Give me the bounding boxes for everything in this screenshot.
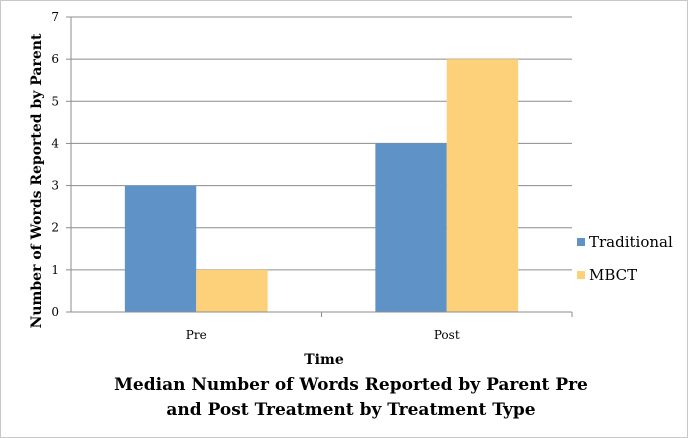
y-axis-title: Number of Words Reported by Parent: [29, 33, 45, 328]
bar-traditional-pre: [124, 185, 197, 312]
bar-mbct-post: [446, 59, 519, 313]
legend: Traditional MBCT: [577, 233, 673, 284]
y-tick-label: 3: [51, 179, 59, 193]
y-tick-label: 4: [51, 136, 59, 150]
y-tick-label: 0: [51, 305, 59, 319]
bar-mbct-pre: [196, 269, 268, 312]
x-tick-labels: Pre Post: [186, 328, 460, 342]
chart-title-line-2: and Post Treatment by Treatment Type: [166, 400, 536, 420]
axes: [70, 17, 573, 317]
chart-title: Median Number of Words Reported by Paren…: [71, 373, 631, 423]
x-axis-title: Time: [304, 352, 344, 368]
legend-swatch-mbct: [577, 271, 585, 279]
x-tick-label: Pre: [186, 328, 207, 342]
y-tick-label: 1: [51, 263, 59, 277]
bar-group: [124, 59, 519, 313]
y-tick-labels: 0 1 2 3 4 5 6 7: [51, 10, 59, 319]
bar-traditional-post: [375, 143, 447, 312]
y-tick-label: 2: [51, 221, 59, 235]
y-tick-label: 6: [51, 52, 59, 66]
legend-label-traditional: Traditional: [589, 233, 673, 251]
chart-title-line-1: Median Number of Words Reported by Paren…: [114, 375, 588, 395]
legend-swatch-traditional: [577, 238, 585, 246]
y-tick-label: 5: [51, 94, 59, 108]
y-tick-label: 7: [51, 10, 59, 24]
x-tick-label: Post: [434, 328, 460, 342]
legend-label-mbct: MBCT: [589, 266, 637, 284]
